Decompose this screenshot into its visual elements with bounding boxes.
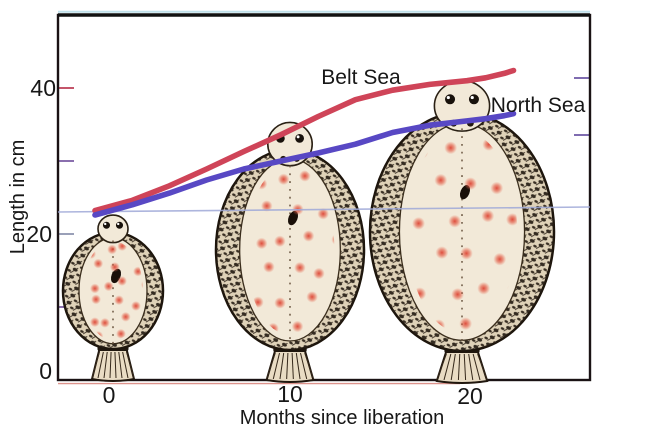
fish-eye xyxy=(293,132,306,145)
x-tick-label-0: 0 xyxy=(103,382,116,408)
growth-curves xyxy=(92,67,517,218)
fish-eye xyxy=(101,220,112,231)
fish-body xyxy=(239,158,341,342)
x-axis-title: Months since liberation xyxy=(240,407,445,429)
right-border-ticks xyxy=(574,77,590,136)
belt-sea-series-label: Belt Sea xyxy=(321,66,401,89)
y-tick-label-20: 20 xyxy=(26,221,52,247)
fish-body xyxy=(398,122,526,341)
north-sea-series-label: North Sea xyxy=(491,94,586,117)
fish-head xyxy=(97,214,129,244)
liberation-length-reference-line xyxy=(57,206,591,213)
belt-sea-curve xyxy=(92,67,517,214)
fish-eye xyxy=(467,92,481,106)
y-tick-label-0: 0 xyxy=(39,358,52,384)
x-tick-label-20: 20 xyxy=(457,383,483,409)
y-axis-title: Length in cm xyxy=(7,140,29,255)
north-sea-curve xyxy=(92,110,517,218)
plaice-drawing-small xyxy=(61,214,165,382)
plaice-drawing-large xyxy=(368,79,556,384)
y-tick-label-40: 40 xyxy=(30,75,56,101)
fish-eye xyxy=(443,92,457,106)
x-tick-label-10: 10 xyxy=(277,381,303,407)
fish-eye xyxy=(114,220,125,231)
fish-illustrations xyxy=(61,79,556,384)
plaice-drawing-medium xyxy=(214,121,366,383)
